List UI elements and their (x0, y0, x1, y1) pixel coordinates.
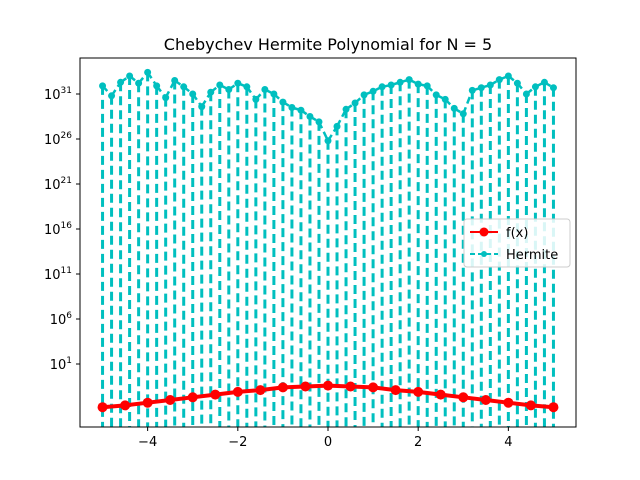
hermite-point (99, 82, 107, 90)
hermite-point (108, 92, 116, 100)
hermite-point (342, 105, 350, 113)
hermite-point (378, 83, 386, 91)
fx-point (413, 386, 424, 397)
hermite-point (414, 80, 422, 88)
hermite-point (468, 86, 476, 94)
hermite-point (180, 83, 188, 91)
hermite-point (459, 110, 467, 118)
series-hermite (99, 68, 557, 427)
y-tick-label: 106 (50, 311, 73, 328)
hermite-point (117, 78, 125, 86)
y-tick-label: 1031 (44, 86, 72, 103)
hermite-point (522, 90, 530, 98)
hermite-point (198, 103, 206, 111)
hermite-point (486, 81, 494, 89)
hermite-point (540, 78, 548, 86)
hermite-point (549, 84, 557, 92)
x-axis: −4 −2 0 2 4 (138, 427, 513, 450)
hermite-point (225, 86, 233, 93)
x-tick-label: −2 (228, 435, 247, 450)
fx-point (97, 402, 108, 413)
hermite-point (450, 104, 458, 112)
fx-point (187, 392, 198, 403)
hermite-point (333, 122, 341, 130)
y-tick-label: 101 (50, 356, 72, 373)
hermite-point (144, 68, 152, 76)
y-axis: 101 106 1011 1016 1021 1026 1031 (44, 86, 80, 373)
hermite-point (504, 72, 512, 80)
x-tick-label: 2 (414, 435, 422, 450)
hermite-point (396, 78, 404, 86)
hermite-point (315, 118, 323, 126)
hermite-point (243, 83, 251, 91)
hermite-point (216, 81, 224, 89)
hermite-point (360, 91, 368, 99)
fx-point (142, 397, 153, 408)
legend-label: f(x) (506, 226, 528, 241)
y-tick-label: 1011 (44, 266, 72, 283)
hermite-point (324, 137, 332, 145)
hermite-point (234, 79, 242, 87)
fx-point (165, 395, 176, 405)
fx-point (503, 397, 514, 408)
hermite-point (441, 95, 449, 103)
hermite-point (261, 86, 269, 93)
hermite-point (513, 79, 521, 87)
x-tick-label: 4 (504, 435, 512, 450)
legend-marker (479, 227, 489, 237)
fx-point (255, 385, 266, 396)
fx-point (323, 380, 333, 391)
y-tick-label: 1016 (44, 221, 72, 238)
fx-point (345, 381, 356, 392)
hermite-point (531, 83, 539, 91)
hermite-point (405, 76, 413, 84)
fx-point (435, 389, 446, 400)
hermite-point (306, 113, 314, 120)
hermite-point (369, 87, 377, 95)
hermite-point (252, 95, 260, 103)
hermite-point (477, 84, 485, 92)
fx-point (480, 395, 491, 405)
hermite-point (270, 90, 278, 98)
legend-label: Hermite (506, 248, 558, 263)
fx-point (368, 382, 379, 393)
hermite-point (351, 99, 359, 107)
hermite-point (162, 94, 170, 102)
hermite-point (279, 98, 287, 106)
hermite-point (135, 79, 143, 87)
fx-point (300, 381, 311, 392)
fx-point (232, 386, 243, 397)
fx-point (210, 389, 221, 400)
x-tick-label: −4 (138, 435, 157, 450)
series-fx (97, 380, 559, 413)
y-tick-label: 1026 (44, 131, 72, 148)
fx-point (525, 400, 536, 411)
hermite-point (207, 88, 215, 96)
hermite-point (423, 82, 431, 90)
fx-point (390, 385, 401, 396)
legend-marker (481, 251, 487, 257)
hermite-point (126, 72, 134, 80)
fx-point (548, 402, 559, 413)
hermite-point (387, 81, 395, 89)
fx-point (120, 400, 131, 411)
hermite-point (153, 82, 161, 90)
legend: f(x) Hermite (463, 218, 571, 268)
hermite-point (171, 77, 179, 84)
y-tick-label: 1021 (44, 176, 72, 193)
hermite-segment (462, 89, 474, 115)
fx-point (277, 382, 288, 393)
hermite-point (432, 91, 440, 99)
plot-area (79, 57, 577, 428)
hermite-point (297, 106, 305, 114)
hermite-point (495, 76, 503, 84)
hermite-point (189, 90, 197, 98)
series-layer (97, 68, 559, 427)
fx-point (458, 392, 469, 403)
x-tick-label: 0 (324, 435, 332, 450)
hermite-point (288, 104, 296, 111)
chart-title: Chebychev Hermite Polynomial for N = 5 (164, 35, 492, 54)
